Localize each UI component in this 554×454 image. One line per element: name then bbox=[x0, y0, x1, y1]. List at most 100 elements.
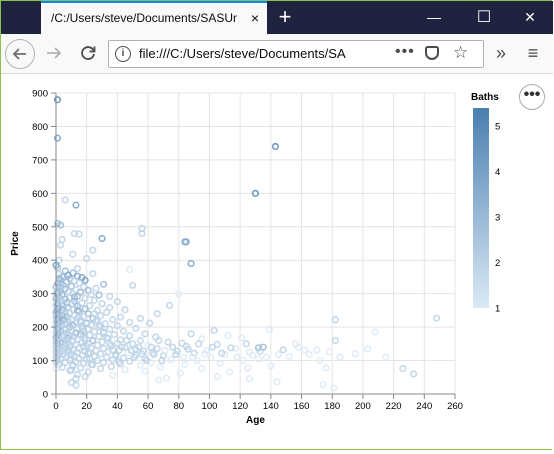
chart-actions-button[interactable]: ••• bbox=[519, 84, 545, 110]
data-point bbox=[96, 364, 105, 373]
data-point bbox=[178, 339, 186, 347]
minimize-button[interactable]: — bbox=[427, 9, 441, 25]
browser-tab[interactable]: /C:/Users/steve/Documents/SASUn × bbox=[41, 1, 267, 34]
data-point bbox=[126, 318, 134, 327]
data-point bbox=[181, 238, 189, 246]
data-point bbox=[113, 322, 121, 330]
x-tick-label: 240 bbox=[416, 401, 432, 412]
pocket-icon[interactable] bbox=[425, 46, 439, 60]
data-point bbox=[121, 366, 129, 374]
data-point bbox=[57, 241, 65, 249]
data-point bbox=[244, 364, 252, 372]
data-point bbox=[409, 370, 418, 378]
forward-button[interactable] bbox=[39, 38, 69, 68]
data-point bbox=[75, 308, 83, 316]
reload-button[interactable] bbox=[73, 38, 103, 68]
data-point bbox=[53, 263, 62, 272]
x-tick-label: 220 bbox=[386, 401, 402, 412]
page-content: 0 20 40 60 80 100 120 140 160 180 200 220 240 260 0 100… bbox=[1, 74, 552, 449]
data-point bbox=[126, 265, 134, 274]
data-point bbox=[67, 282, 75, 290]
data-point bbox=[130, 353, 138, 361]
chart-axes: 0 20 40 60 80 100 120 140 160 180 200 220 240 260 0 100… bbox=[32, 89, 463, 413]
data-point bbox=[72, 201, 80, 209]
data-point bbox=[126, 357, 134, 365]
back-button[interactable] bbox=[5, 39, 35, 69]
forward-arrow-icon bbox=[47, 47, 62, 59]
hamburger-menu-icon[interactable]: ≡ bbox=[527, 43, 539, 63]
info-icon[interactable]: i bbox=[115, 46, 131, 62]
data-point bbox=[84, 368, 92, 376]
legend-gradient-bar bbox=[473, 108, 489, 308]
data-point bbox=[242, 340, 250, 348]
legend-tick-label: 5 bbox=[495, 122, 500, 133]
data-point bbox=[294, 343, 303, 351]
data-point bbox=[141, 330, 149, 338]
maximize-button[interactable]: ☐ bbox=[476, 9, 492, 26]
overflow-menu-button[interactable]: » bbox=[495, 43, 506, 63]
data-point bbox=[107, 362, 115, 371]
data-point bbox=[331, 316, 339, 324]
data-point bbox=[155, 336, 163, 345]
legend-tick-label: 3 bbox=[495, 213, 500, 224]
data-point bbox=[75, 279, 83, 287]
data-point bbox=[109, 346, 117, 354]
data-point bbox=[103, 308, 111, 316]
data-point bbox=[95, 332, 103, 341]
close-window-button[interactable]: ✕ bbox=[524, 9, 536, 25]
x-tick-label: 0 bbox=[53, 401, 58, 412]
data-point bbox=[121, 343, 129, 351]
data-point bbox=[57, 221, 65, 229]
data-point bbox=[285, 352, 293, 361]
data-point bbox=[86, 302, 94, 310]
data-point bbox=[181, 360, 189, 369]
data-point bbox=[155, 376, 163, 384]
y-tick-label: 700 bbox=[32, 155, 48, 166]
data-point bbox=[251, 189, 260, 197]
data-point bbox=[141, 367, 149, 375]
y-tick-label: 300 bbox=[32, 289, 48, 300]
data-point bbox=[83, 254, 91, 263]
data-point bbox=[248, 351, 257, 359]
data-point bbox=[81, 305, 89, 313]
data-point bbox=[106, 325, 114, 333]
legend-tick-label: 4 bbox=[495, 167, 500, 178]
data-point bbox=[195, 340, 203, 348]
data-point bbox=[99, 344, 108, 353]
data-point bbox=[274, 350, 283, 359]
data-point bbox=[118, 343, 126, 351]
x-tick-label: 100 bbox=[202, 401, 218, 412]
data-point bbox=[75, 230, 83, 238]
data-point bbox=[99, 358, 108, 367]
x-tick-label: 60 bbox=[143, 401, 154, 412]
data-point bbox=[147, 343, 155, 351]
data-point bbox=[193, 356, 201, 365]
new-tab-button[interactable]: + bbox=[278, 4, 292, 29]
data-point bbox=[61, 326, 69, 334]
data-point bbox=[99, 328, 108, 336]
address-bar[interactable]: i file:///C:/Users/steve/Documents/SA ••… bbox=[108, 40, 484, 68]
data-point bbox=[363, 345, 372, 353]
bookmark-star-icon[interactable]: ☆ bbox=[453, 43, 469, 62]
data-point bbox=[265, 326, 273, 334]
data-point bbox=[95, 291, 103, 299]
data-point bbox=[371, 328, 379, 336]
data-point bbox=[76, 364, 85, 372]
data-point bbox=[110, 330, 118, 339]
data-point bbox=[227, 344, 235, 352]
data-point bbox=[90, 328, 98, 336]
data-point bbox=[305, 350, 313, 359]
page-actions-button[interactable]: ••• bbox=[395, 43, 415, 60]
data-point bbox=[112, 352, 120, 360]
data-point bbox=[90, 296, 98, 304]
chart-points bbox=[52, 96, 441, 392]
data-point bbox=[382, 353, 390, 361]
data-point bbox=[92, 284, 100, 292]
data-point bbox=[119, 327, 128, 335]
url-text[interactable]: file:///C:/Users/steve/Documents/SA bbox=[139, 46, 346, 61]
data-point bbox=[69, 250, 77, 258]
data-point bbox=[61, 196, 69, 204]
y-tick-label: 900 bbox=[32, 89, 48, 100]
baths-legend: Baths 1 2 3 4 5 bbox=[471, 92, 500, 315]
tab-close-icon[interactable]: × bbox=[250, 10, 259, 26]
